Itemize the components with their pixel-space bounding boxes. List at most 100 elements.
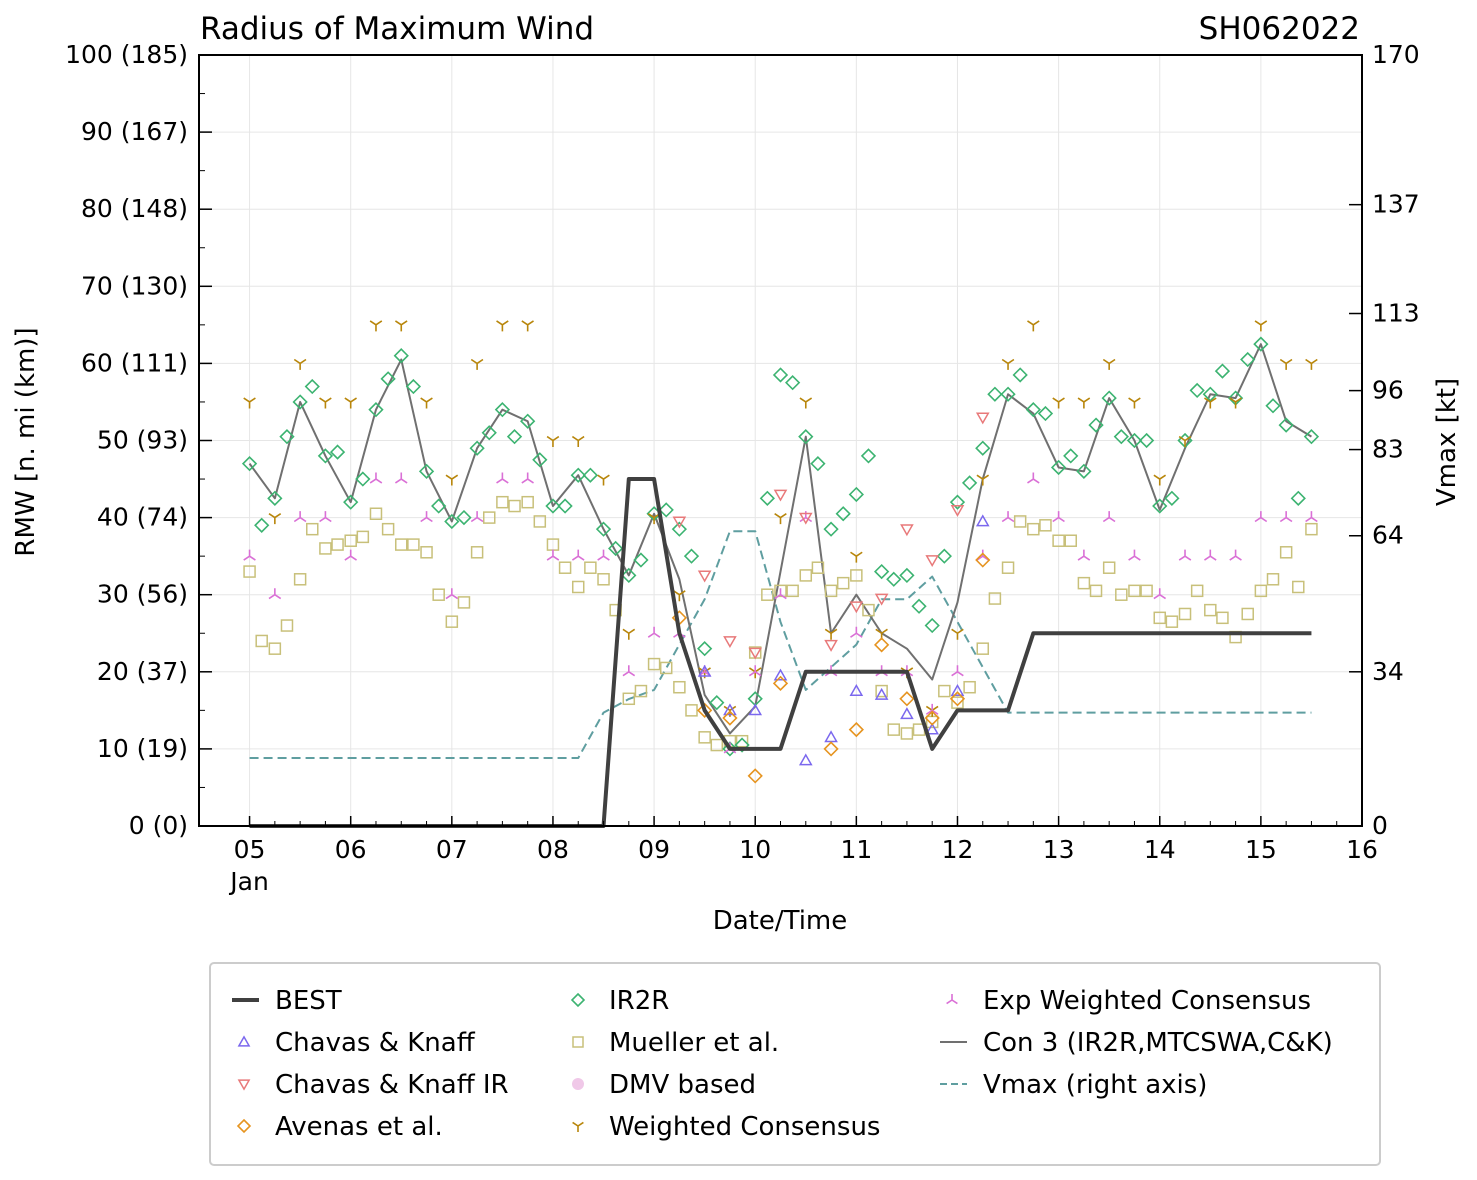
point-mueller-et-al — [622, 692, 636, 706]
point-mueller-et-al — [571, 580, 585, 594]
x-tick-label: 15 — [1245, 835, 1277, 864]
point-mueller-et-al — [659, 661, 673, 675]
point-mueller-et-al — [900, 727, 914, 740]
chart-title: Radius of Maximum Wind — [200, 11, 594, 47]
point-mueller-et-al — [710, 738, 724, 752]
point-mueller-et-al — [470, 546, 484, 559]
point-mueller-et-al — [381, 522, 395, 536]
point-weighted-consensus — [748, 667, 762, 679]
series-avenas-et-al — [671, 552, 991, 784]
series-best — [249, 477, 1312, 828]
point-ir2r — [380, 371, 396, 387]
point-chavas-knaff-ir — [950, 504, 965, 517]
point-ir2r — [683, 548, 700, 564]
point-mueller-et-al — [875, 684, 888, 698]
point-ir2r — [924, 617, 940, 634]
point-mueller-et-al — [1027, 522, 1040, 536]
x-tick-label: 08 — [537, 835, 569, 864]
y-tick-label: 10 (19) — [97, 734, 188, 763]
point-mueller-et-al — [1254, 584, 1268, 598]
point-mueller-et-al — [735, 734, 749, 748]
point-ir2r — [368, 402, 384, 418]
point-avenas-et-al — [899, 691, 915, 707]
point-mueller-et-al — [836, 576, 850, 590]
point-exp-weighted-consensus — [951, 665, 964, 677]
point-weighted-consensus — [698, 667, 711, 679]
y-tick-label: 60 (111) — [81, 348, 188, 377]
y-tick-label: 20 (37) — [97, 657, 188, 686]
x-tick-label: 10 — [739, 835, 771, 864]
point-weighted-consensus — [622, 628, 636, 640]
point-mueller-et-al — [508, 499, 521, 513]
point-chavas-knaff — [900, 707, 914, 720]
point-ir2r — [899, 567, 915, 584]
point-ir2r — [1113, 429, 1129, 445]
point-ir2r — [886, 571, 902, 587]
point-avenas-et-al — [924, 710, 940, 726]
x-tick-label: 09 — [638, 835, 670, 864]
point-chavas-knaff-ir — [672, 516, 687, 529]
point-exp-weighted-consensus — [293, 511, 307, 523]
legend-label: Avenas et al. — [275, 1112, 443, 1142]
point-mueller-et-al — [1190, 584, 1204, 598]
point-exp-weighted-consensus — [1178, 549, 1192, 561]
point-ir2r — [722, 741, 738, 757]
point-exp-weighted-consensus — [850, 626, 863, 638]
legend-label: Con 3 (IR2R,MTCSWA,C&K) — [983, 1028, 1333, 1058]
point-mueller-et-al — [293, 573, 307, 586]
point-chavas-knaff-ir — [748, 647, 763, 660]
y-axis-label: RMW [n. mi (km)] — [11, 327, 41, 556]
point-exp-weighted-consensus — [1001, 511, 1015, 523]
point-exp-weighted-consensus — [420, 511, 433, 523]
point-exp-weighted-consensus — [1027, 472, 1040, 484]
point-weighted-consensus — [571, 435, 585, 447]
point-mueller-et-al — [331, 538, 344, 551]
point-weighted-consensus — [1027, 320, 1040, 332]
point-ir2r — [355, 471, 371, 487]
point-weighted-consensus — [1204, 397, 1217, 409]
point-ir2r — [734, 737, 750, 753]
point-exp-weighted-consensus — [394, 472, 408, 484]
y-tick-label: 80 (148) — [81, 194, 188, 223]
y-right-tick-label: 137 — [1372, 190, 1420, 219]
series-ir2r — [241, 336, 1320, 757]
legend-swatch — [236, 1118, 252, 1134]
point-weighted-consensus — [597, 474, 610, 486]
point-ir2r — [1164, 490, 1180, 506]
point-mueller-et-al — [369, 507, 383, 520]
point-ir2r — [532, 452, 548, 468]
point-exp-weighted-consensus — [243, 549, 256, 561]
point-weighted-consensus — [1254, 320, 1268, 332]
y-axis-right-label: Vmax [kt] — [1432, 378, 1462, 506]
legend-swatch — [946, 994, 958, 1005]
point-ir2r — [292, 394, 308, 410]
point-ir2r — [1290, 490, 1306, 506]
point-ir2r — [1265, 398, 1281, 414]
point-ir2r — [279, 429, 295, 445]
point-avenas-et-al — [772, 675, 789, 691]
y-tick-label: 40 (74) — [97, 503, 188, 532]
point-mueller-et-al — [1266, 573, 1280, 586]
legend-item: Chavas & Knaff IR — [237, 1070, 509, 1100]
legend-item: Mueller et al. — [572, 1028, 779, 1058]
point-mueller-et-al — [786, 584, 799, 598]
point-mueller-et-al — [634, 684, 648, 698]
point-weighted-consensus — [344, 397, 357, 409]
point-weighted-consensus — [268, 513, 282, 525]
legend-swatch — [572, 1036, 584, 1048]
legend-item: Vmax (right axis) — [940, 1070, 1207, 1100]
point-ir2r — [494, 402, 511, 418]
point-weighted-consensus — [319, 397, 332, 409]
point-ir2r — [709, 695, 725, 711]
point-exp-weighted-consensus — [496, 472, 509, 484]
point-ir2r — [343, 494, 359, 510]
point-exp-weighted-consensus — [1305, 511, 1318, 523]
point-ir2r — [1240, 351, 1256, 368]
point-ir2r — [1037, 405, 1054, 422]
x-tick-label: 06 — [335, 835, 367, 864]
legend-item: DMV based — [572, 1070, 756, 1100]
point-mueller-et-al — [344, 534, 357, 547]
point-mueller-et-al — [1153, 611, 1166, 625]
point-mueller-et-al — [1292, 580, 1305, 594]
point-ir2r — [1088, 417, 1104, 433]
